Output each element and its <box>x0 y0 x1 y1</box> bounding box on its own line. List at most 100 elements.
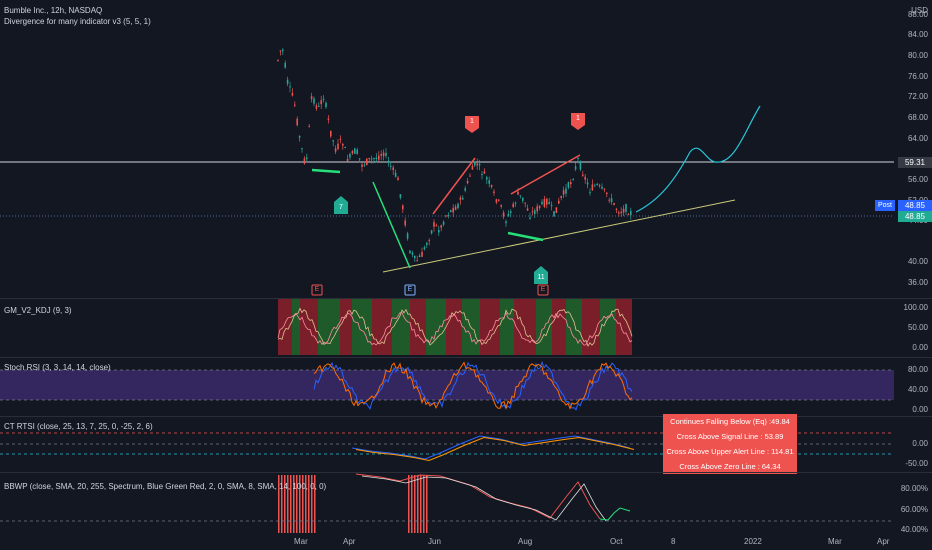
bbwp-bar <box>423 475 425 533</box>
earnings-marker[interactable]: E <box>314 286 320 293</box>
candle-body <box>349 153 351 158</box>
stoch-tick: 40.00 <box>907 385 928 394</box>
price-axis[interactable]: USD 88.00 84.00 80.00 76.00 72.00 68.00 … <box>894 0 932 298</box>
candle-body <box>486 177 488 180</box>
candle-body <box>510 211 512 213</box>
candle-body <box>286 79 289 84</box>
candle-body <box>457 203 459 209</box>
price-chart[interactable] <box>0 0 894 298</box>
candle-body <box>534 210 536 214</box>
candle-series <box>277 48 632 262</box>
buy-marker-shape <box>534 266 548 284</box>
indicator-legend[interactable]: Divergence for many indicator v3 (5, 5, … <box>4 17 151 26</box>
alert-box[interactable]: Continues Falling Below (Eq) :49.84 <box>663 414 797 429</box>
candle-body <box>630 211 632 216</box>
post-price-badge: 48.85 <box>898 200 932 211</box>
time-tick: Aug <box>518 537 533 546</box>
kdj-background-stripe <box>392 299 410 355</box>
candle-body <box>565 188 567 194</box>
candle-body <box>555 207 558 213</box>
candle-body <box>423 247 426 250</box>
candle-body <box>531 211 534 213</box>
candle-body <box>546 198 548 205</box>
bbwp-pane[interactable]: BBWP (close, SMA, 20, 255, Spectrum, Blu… <box>0 473 894 533</box>
candle-body <box>291 92 294 96</box>
candle-body <box>526 208 529 211</box>
time-axis[interactable]: Mar Apr Jun Aug Oct 8 2022 Mar Apr <box>0 533 894 550</box>
bbwp-bar <box>314 475 316 533</box>
stoch-axis[interactable]: 80.00 40.00 0.00 <box>894 358 932 416</box>
stoch-legend[interactable]: Stoch RSI (3, 3, 14, 14, close) <box>4 363 111 372</box>
alert-box[interactable]: Cross Above Zero Line : 64.34 <box>663 459 797 474</box>
candle-body <box>459 197 462 200</box>
alert-box[interactable]: Cross Above Upper Alert Line : 114.81 <box>663 444 797 459</box>
kdj-legend[interactable]: GM_V2_KDJ (9, 3) <box>4 306 72 315</box>
bbwp-legend[interactable]: BBWP (close, SMA, 20, 255, Spectrum, Blu… <box>4 482 327 491</box>
kdj-tick: 50.00 <box>907 323 928 332</box>
divergence-line <box>372 181 411 269</box>
bbwp-bar <box>278 475 280 533</box>
kdj-background-stripe <box>446 299 462 355</box>
ct-rtsi-axis[interactable]: 0.00 -50.00 <box>894 417 932 472</box>
candle-body <box>538 205 541 209</box>
ct-rtsi-tick: 0.00 <box>912 439 928 448</box>
kdj-background-stripe <box>410 299 426 355</box>
price-pane[interactable]: Bumble Inc., 12h, NASDAQ Divergence for … <box>0 0 894 298</box>
candle-body <box>512 203 514 207</box>
sell-marker-label: 1 <box>470 118 474 125</box>
candle-body <box>522 197 524 201</box>
bbwp-axis[interactable]: 80.00% 60.00% 40.00% <box>894 473 932 534</box>
kdj-background-stripe <box>616 299 632 355</box>
candle-body <box>332 140 334 142</box>
candle-body <box>582 174 584 176</box>
alert-box[interactable]: Cross Above Signal Line : 53.89 <box>663 429 797 444</box>
stoch-rsi-pane[interactable]: Stoch RSI (3, 3, 14, 14, close) <box>0 358 894 416</box>
candle-body <box>567 182 570 188</box>
candle-body <box>550 205 553 207</box>
candle-body <box>524 202 526 204</box>
kdj-axis[interactable]: 100.00 50.00 0.00 <box>894 299 932 357</box>
earnings-marker[interactable]: E <box>407 286 413 293</box>
candle-body <box>498 199 500 201</box>
candle-body <box>519 195 522 197</box>
symbol-legend[interactable]: Bumble Inc., 12h, NASDAQ <box>4 6 103 15</box>
bbwp-tick: 80.00% <box>900 484 928 493</box>
candle-body <box>337 143 339 150</box>
divergence-line <box>507 231 544 242</box>
candle-body <box>378 155 380 160</box>
bbwp-bar <box>293 475 295 533</box>
kdj-background-stripe <box>340 299 352 355</box>
earnings-marker[interactable]: E <box>540 286 546 293</box>
candle-body <box>426 242 428 245</box>
kdj-background-stripe <box>600 299 616 355</box>
candle-body <box>447 214 450 216</box>
candle-body <box>390 166 392 168</box>
candle-body <box>289 86 291 88</box>
earnings-marker-shape <box>404 284 416 296</box>
candle-body <box>570 182 572 185</box>
price-tick: 36.00 <box>907 278 928 287</box>
candle-body <box>385 152 387 156</box>
candle-body <box>296 118 298 126</box>
candle-body <box>500 204 502 207</box>
candle-body <box>399 194 402 198</box>
projection-curve <box>635 105 761 213</box>
price-tick: 40.00 <box>907 257 928 266</box>
candle-body <box>471 165 474 170</box>
candle-body <box>577 157 579 160</box>
bbwp-bar <box>414 475 416 533</box>
candle-body <box>562 190 565 195</box>
ct-rtsi-legend[interactable]: CT RTSI (close, 25, 13, 7, 25, 0, -25, 2… <box>4 422 153 431</box>
bbwp-bar <box>281 475 283 533</box>
price-tick: 68.00 <box>907 113 928 122</box>
candle-body <box>318 105 320 107</box>
time-tick: Apr <box>343 537 356 546</box>
candle-body <box>358 158 361 160</box>
kdj-pane[interactable]: GM_V2_KDJ (9, 3) <box>0 299 894 357</box>
candle-body <box>315 105 318 109</box>
bbwp-bar <box>420 475 422 533</box>
candle-body <box>495 199 498 203</box>
kdj-chart <box>277 299 633 355</box>
candle-body <box>490 185 493 187</box>
candle-body <box>392 167 394 170</box>
